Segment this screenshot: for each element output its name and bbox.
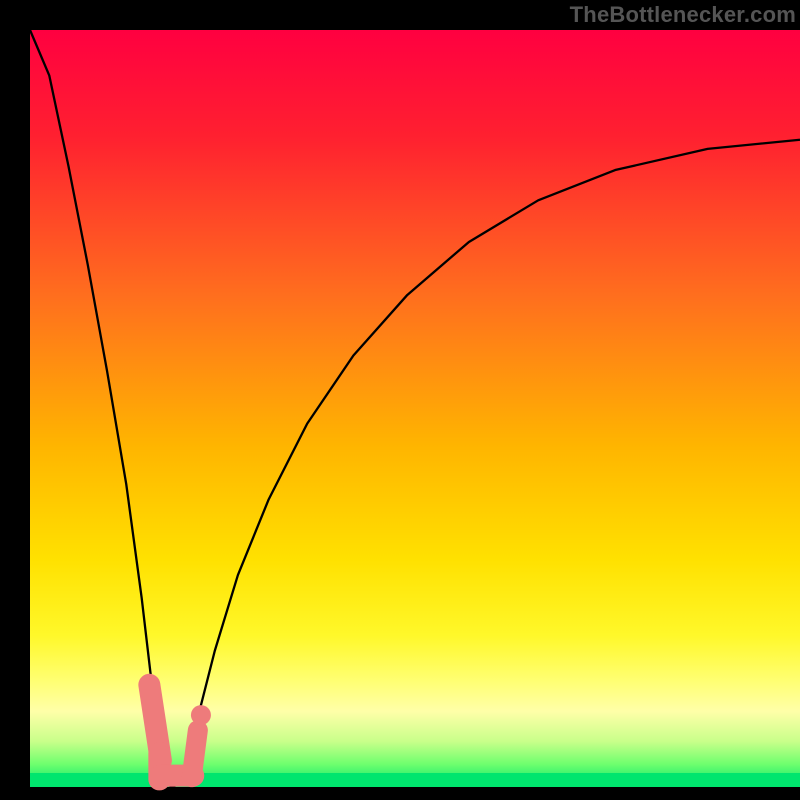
chart-frame: TheBottlenecker.com <box>0 0 800 800</box>
plot-area <box>30 30 800 787</box>
curve-layer <box>30 30 800 787</box>
bottleneck-curve <box>30 30 800 787</box>
watermark-label: TheBottlenecker.com <box>570 0 800 28</box>
